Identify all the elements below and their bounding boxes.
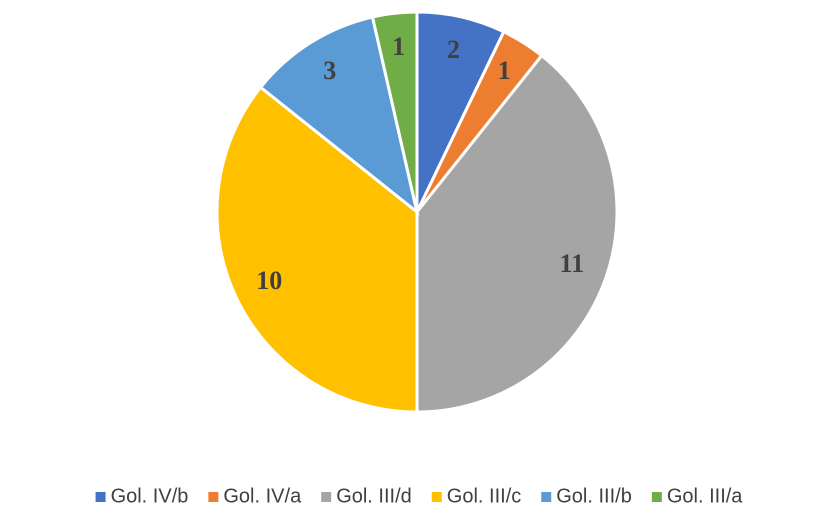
pie-slice (370, 10, 419, 213)
data-label: 2 (447, 35, 460, 64)
legend-swatch (208, 492, 219, 502)
data-label: 1 (392, 32, 405, 61)
legend-label: Gol. III/a (667, 485, 743, 507)
legend-label: Gol. IV/a (223, 485, 302, 507)
data-label: 10 (256, 266, 282, 295)
data-label: 11 (560, 249, 585, 278)
legend-label: Gol. IV/b (111, 485, 189, 507)
legend-swatch (431, 492, 442, 502)
pie-slice (415, 53, 619, 414)
pie-slice (258, 15, 420, 216)
pie-slice (215, 85, 419, 414)
legend-swatch (95, 492, 106, 502)
legend-label: Gol. III/d (336, 485, 412, 507)
legend-label: Gol. III/b (556, 485, 632, 507)
data-label: 3 (323, 56, 336, 85)
legend-swatch (321, 492, 332, 502)
legend-swatch (541, 492, 552, 502)
legend-label: Gol. III/c (447, 485, 521, 507)
data-label: 1 (498, 56, 511, 85)
legend: Gol. IV/b Gol. IV/a Gol. III/d Gol. III/c Go… (95, 485, 743, 507)
legend-swatch (651, 492, 662, 502)
